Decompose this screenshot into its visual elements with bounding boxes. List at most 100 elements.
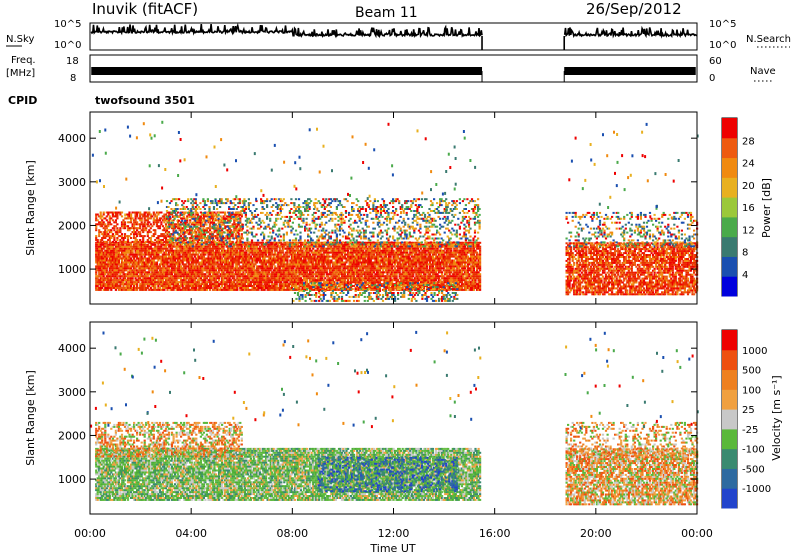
heatmap-cell bbox=[185, 279, 187, 281]
heatmap-cell bbox=[309, 254, 311, 256]
heatmap-cell bbox=[144, 256, 146, 258]
heatmap-cell bbox=[344, 273, 346, 275]
heatmap-cell bbox=[312, 275, 314, 277]
heatmap-cell bbox=[323, 279, 325, 281]
heatmap-cell bbox=[136, 289, 138, 291]
heatmap-cell bbox=[244, 248, 246, 250]
heatmap-cell bbox=[254, 263, 256, 265]
heatmap-cell bbox=[380, 277, 382, 279]
heatmap-cell bbox=[394, 267, 396, 269]
heatmap-cell bbox=[171, 273, 173, 275]
heatmap-cell bbox=[133, 258, 135, 260]
heatmap-cell bbox=[292, 267, 294, 269]
noise-tick-bottom: 10^0 bbox=[54, 40, 81, 51]
heatmap-cell bbox=[364, 258, 366, 260]
heatmap-cell bbox=[153, 260, 155, 262]
heatmap-cell bbox=[406, 250, 408, 252]
heatmap-cell bbox=[349, 246, 351, 248]
heatmap-cell bbox=[154, 285, 156, 287]
heatmap-cell bbox=[157, 254, 159, 256]
heatmap-cell bbox=[233, 281, 235, 283]
heatmap-cell bbox=[188, 262, 190, 264]
heatmap-cell bbox=[150, 256, 152, 258]
noise-tick-top: 10^5 bbox=[54, 19, 81, 30]
heatmap-cell bbox=[396, 275, 398, 277]
heatmap-cell bbox=[382, 269, 384, 271]
heatmap-cell bbox=[207, 256, 209, 258]
freq-tick-bottom: 8 bbox=[70, 73, 76, 84]
heatmap-cell bbox=[241, 246, 243, 248]
heatmap-cell bbox=[147, 244, 149, 246]
heatmap-cell bbox=[112, 246, 114, 248]
heatmap-cell bbox=[182, 262, 184, 264]
heatmap-cell bbox=[327, 275, 329, 277]
heatmap-cell bbox=[173, 289, 175, 291]
heatmap-cell bbox=[373, 271, 375, 273]
cpid-label: CPID bbox=[8, 94, 37, 107]
heatmap-cell bbox=[276, 285, 278, 287]
heatmap-cell bbox=[229, 277, 231, 279]
heatmap-cell bbox=[221, 285, 223, 287]
heatmap-cell bbox=[197, 260, 199, 262]
heatmap-cell bbox=[156, 263, 158, 265]
heatmap-cell bbox=[150, 246, 152, 248]
heatmap-cell bbox=[386, 273, 388, 275]
heatmap-cell bbox=[141, 256, 143, 258]
heatmap-cell bbox=[232, 263, 234, 265]
heatmap-cell bbox=[191, 256, 193, 258]
heatmap-cell bbox=[210, 281, 212, 283]
heatmap-cell bbox=[201, 271, 203, 273]
heatmap-cell bbox=[95, 271, 97, 273]
heatmap-cell bbox=[147, 275, 149, 277]
heatmap-cell bbox=[188, 287, 190, 289]
heatmap-cell bbox=[257, 269, 259, 271]
heatmap-cell bbox=[180, 277, 182, 279]
heatmap-cell bbox=[312, 271, 314, 273]
heatmap-cell bbox=[176, 279, 178, 281]
heatmap-cell bbox=[157, 285, 159, 287]
heatmap-cell bbox=[309, 248, 311, 250]
heatmap-cell bbox=[312, 262, 314, 264]
heatmap-cell bbox=[232, 265, 234, 267]
heatmap-cell bbox=[156, 262, 158, 264]
heatmap-cell bbox=[393, 265, 395, 267]
heatmap-cell bbox=[344, 252, 346, 254]
heatmap-cell bbox=[226, 283, 228, 285]
heatmap-cell bbox=[399, 271, 401, 273]
heatmap-cell bbox=[253, 265, 255, 267]
heatmap-cell bbox=[426, 265, 428, 267]
heatmap-cell bbox=[116, 277, 118, 279]
heatmap-cell bbox=[122, 244, 124, 246]
heatmap-cell bbox=[286, 258, 288, 260]
heatmap-cell bbox=[162, 250, 164, 252]
heatmap-cell bbox=[250, 256, 252, 258]
heatmap-cell bbox=[97, 277, 99, 279]
freq-trace bbox=[482, 71, 564, 82]
heatmap-cell bbox=[206, 277, 208, 279]
heatmap-cell bbox=[306, 271, 308, 273]
heatmap-cell bbox=[128, 263, 130, 265]
heatmap-cell bbox=[198, 252, 200, 254]
heatmap-cell bbox=[276, 283, 278, 285]
heatmap-cell bbox=[379, 263, 381, 265]
heatmap-cell bbox=[204, 273, 206, 275]
heatmap-cell bbox=[200, 285, 202, 287]
heatmap-cell bbox=[295, 273, 297, 275]
heatmap-cell bbox=[179, 263, 181, 265]
heatmap-cell bbox=[215, 269, 217, 271]
beam-title: Beam 11 bbox=[355, 5, 418, 21]
heatmap-cell bbox=[373, 254, 375, 256]
heatmap-cell bbox=[103, 248, 105, 250]
heatmap-cell bbox=[128, 256, 130, 258]
heatmap-cell bbox=[286, 262, 288, 264]
heatmap-cell bbox=[358, 263, 360, 265]
heatmap-cell bbox=[232, 271, 234, 273]
heatmap-cell bbox=[195, 252, 197, 254]
heatmap-cell bbox=[264, 289, 266, 291]
heatmap-cell bbox=[157, 260, 159, 262]
heatmap-cell bbox=[171, 248, 173, 250]
heatmap-cell bbox=[390, 258, 392, 260]
heatmap-cell bbox=[223, 246, 225, 248]
heatmap-cell bbox=[308, 263, 310, 265]
heatmap-cell bbox=[341, 260, 343, 262]
